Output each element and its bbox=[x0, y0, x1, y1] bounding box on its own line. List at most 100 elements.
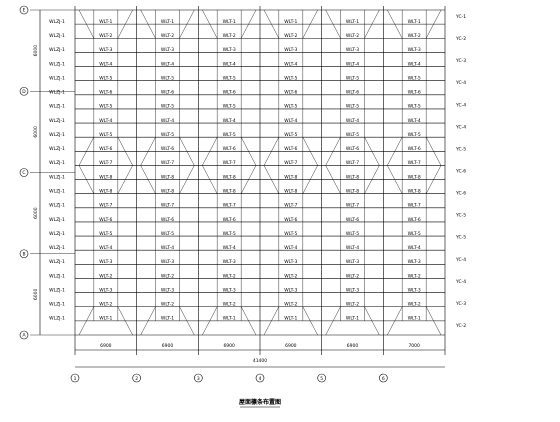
purlin-label: WLT-4 bbox=[99, 61, 112, 67]
axis-bubble bbox=[317, 373, 326, 383]
purlin-label: WLT-3 bbox=[408, 259, 421, 265]
purlin-label: WLT-7 bbox=[99, 203, 112, 209]
purlin-label: WLT-3 bbox=[346, 287, 359, 293]
brace bbox=[78, 9, 95, 39]
purlin-label: WLT-2 bbox=[161, 273, 174, 279]
bracing-label: YC-1 bbox=[455, 14, 466, 20]
column-axis: 6 bbox=[382, 376, 385, 382]
purlin-label: WLT-3 bbox=[161, 287, 174, 293]
tie-label: WLZJ-1 bbox=[49, 302, 65, 308]
brace bbox=[263, 137, 280, 166]
purlin-label: WLT-4 bbox=[408, 61, 421, 67]
brace bbox=[117, 137, 133, 166]
purlin-label: WLT-6 bbox=[161, 217, 174, 223]
purlin-label: WLT-7 bbox=[223, 160, 236, 166]
brace bbox=[179, 137, 195, 166]
brace bbox=[364, 9, 380, 39]
column-dimension: 6900 bbox=[285, 343, 297, 349]
brace bbox=[302, 306, 318, 336]
purlin-label: WLT-2 bbox=[284, 33, 297, 39]
axis-bubble bbox=[19, 330, 29, 340]
purlin-label: WLT-6 bbox=[99, 90, 112, 96]
purlin-label: WLT-5 bbox=[408, 231, 421, 237]
tie-label: WLZJ-1 bbox=[49, 47, 65, 53]
purlin-label: WLT-8 bbox=[99, 188, 112, 194]
bracing-label: YC-4 bbox=[455, 80, 466, 86]
row-dimension: 6000 bbox=[33, 207, 39, 219]
axis-bubble bbox=[19, 168, 29, 177]
axis-bubble bbox=[19, 86, 29, 96]
purlin-label: WLT-8 bbox=[346, 188, 359, 194]
purlin-label: WLT-7 bbox=[161, 160, 174, 166]
purlin-label: WLT-4 bbox=[99, 118, 112, 124]
purlin-label: WLT-8 bbox=[408, 174, 421, 180]
purlin-label: WLT-3 bbox=[346, 259, 359, 265]
purlin-label: WLT-1 bbox=[284, 316, 297, 322]
purlin-label: WLT-7 bbox=[99, 160, 112, 166]
purlin-label: WLT-3 bbox=[284, 259, 297, 265]
purlin-label: WLT-5 bbox=[284, 104, 297, 110]
brace bbox=[179, 306, 195, 336]
column-axis: 5 bbox=[320, 376, 323, 382]
purlin-label: WLT-2 bbox=[161, 33, 174, 39]
purlin-label: WLT-6 bbox=[223, 146, 236, 152]
purlin-label: WLT-2 bbox=[161, 302, 174, 308]
brace bbox=[140, 9, 156, 39]
purlin-label: WLT-3 bbox=[223, 287, 236, 293]
purlin-label: WLT-6 bbox=[99, 146, 112, 152]
purlin-label: WLT-5 bbox=[408, 75, 421, 81]
brace bbox=[202, 9, 218, 39]
brace bbox=[325, 165, 341, 194]
purlin-label: WLT-5 bbox=[223, 75, 236, 81]
brace bbox=[140, 306, 156, 336]
brace bbox=[263, 9, 280, 39]
purlin-label: WLT-4 bbox=[284, 118, 297, 124]
purlin-label: WLT-5 bbox=[408, 132, 421, 138]
column-axis: 2 bbox=[135, 376, 138, 382]
tie-label: WLZJ-1 bbox=[49, 188, 65, 194]
purlin-label: WLT-4 bbox=[161, 118, 174, 124]
tie-label: WLZJ-1 bbox=[49, 90, 65, 96]
purlin-label: WLT-3 bbox=[161, 47, 174, 53]
column-dimension: 6900 bbox=[347, 343, 359, 349]
brace bbox=[263, 165, 280, 194]
purlin-label: WLT-6 bbox=[346, 90, 359, 96]
column-dimension: 6900 bbox=[100, 343, 112, 349]
purlin-label: WLT-7 bbox=[408, 160, 421, 166]
purlin-label: WLT-5 bbox=[99, 75, 112, 81]
purlin-label: WLT-6 bbox=[284, 90, 297, 96]
axis-bubble bbox=[132, 373, 141, 383]
brace bbox=[425, 165, 442, 194]
brace bbox=[263, 306, 280, 336]
purlin-label: WLT-4 bbox=[99, 245, 112, 251]
purlin-label: WLT-6 bbox=[223, 90, 236, 96]
purlin-label: WLT-6 bbox=[223, 217, 236, 223]
brace bbox=[425, 306, 442, 336]
purlin-label: WLT-5 bbox=[346, 75, 359, 81]
brace bbox=[78, 306, 95, 336]
brace bbox=[78, 137, 95, 166]
purlin-label: WLT-3 bbox=[99, 47, 112, 53]
purlin-label: WLT-2 bbox=[99, 273, 112, 279]
purlin-label: WLT-6 bbox=[284, 146, 297, 152]
row-axis: B bbox=[22, 251, 25, 257]
purlin-label: WLT-1 bbox=[346, 19, 359, 25]
tie-label: WLZJ-1 bbox=[49, 104, 65, 110]
purlin-label: WLT-1 bbox=[346, 316, 359, 322]
purlin-label: WLT-6 bbox=[99, 217, 112, 223]
purlin-label: WLT-1 bbox=[161, 19, 174, 25]
purlin-label: WLT-6 bbox=[346, 146, 359, 152]
tie-label: WLZJ-1 bbox=[49, 118, 65, 124]
axis-bubble bbox=[194, 373, 203, 383]
purlin-label: WLT-2 bbox=[408, 273, 421, 279]
purlin-label: WLT-7 bbox=[408, 203, 421, 209]
brace bbox=[179, 165, 195, 194]
purlin-label: WLT-3 bbox=[99, 287, 112, 293]
brace bbox=[117, 306, 133, 336]
purlin-label: WLT-8 bbox=[346, 174, 359, 180]
bracing-label: YC-6 bbox=[455, 169, 466, 175]
purlin-label: WLT-4 bbox=[284, 61, 297, 67]
purlin-label: WLT-1 bbox=[161, 316, 174, 322]
